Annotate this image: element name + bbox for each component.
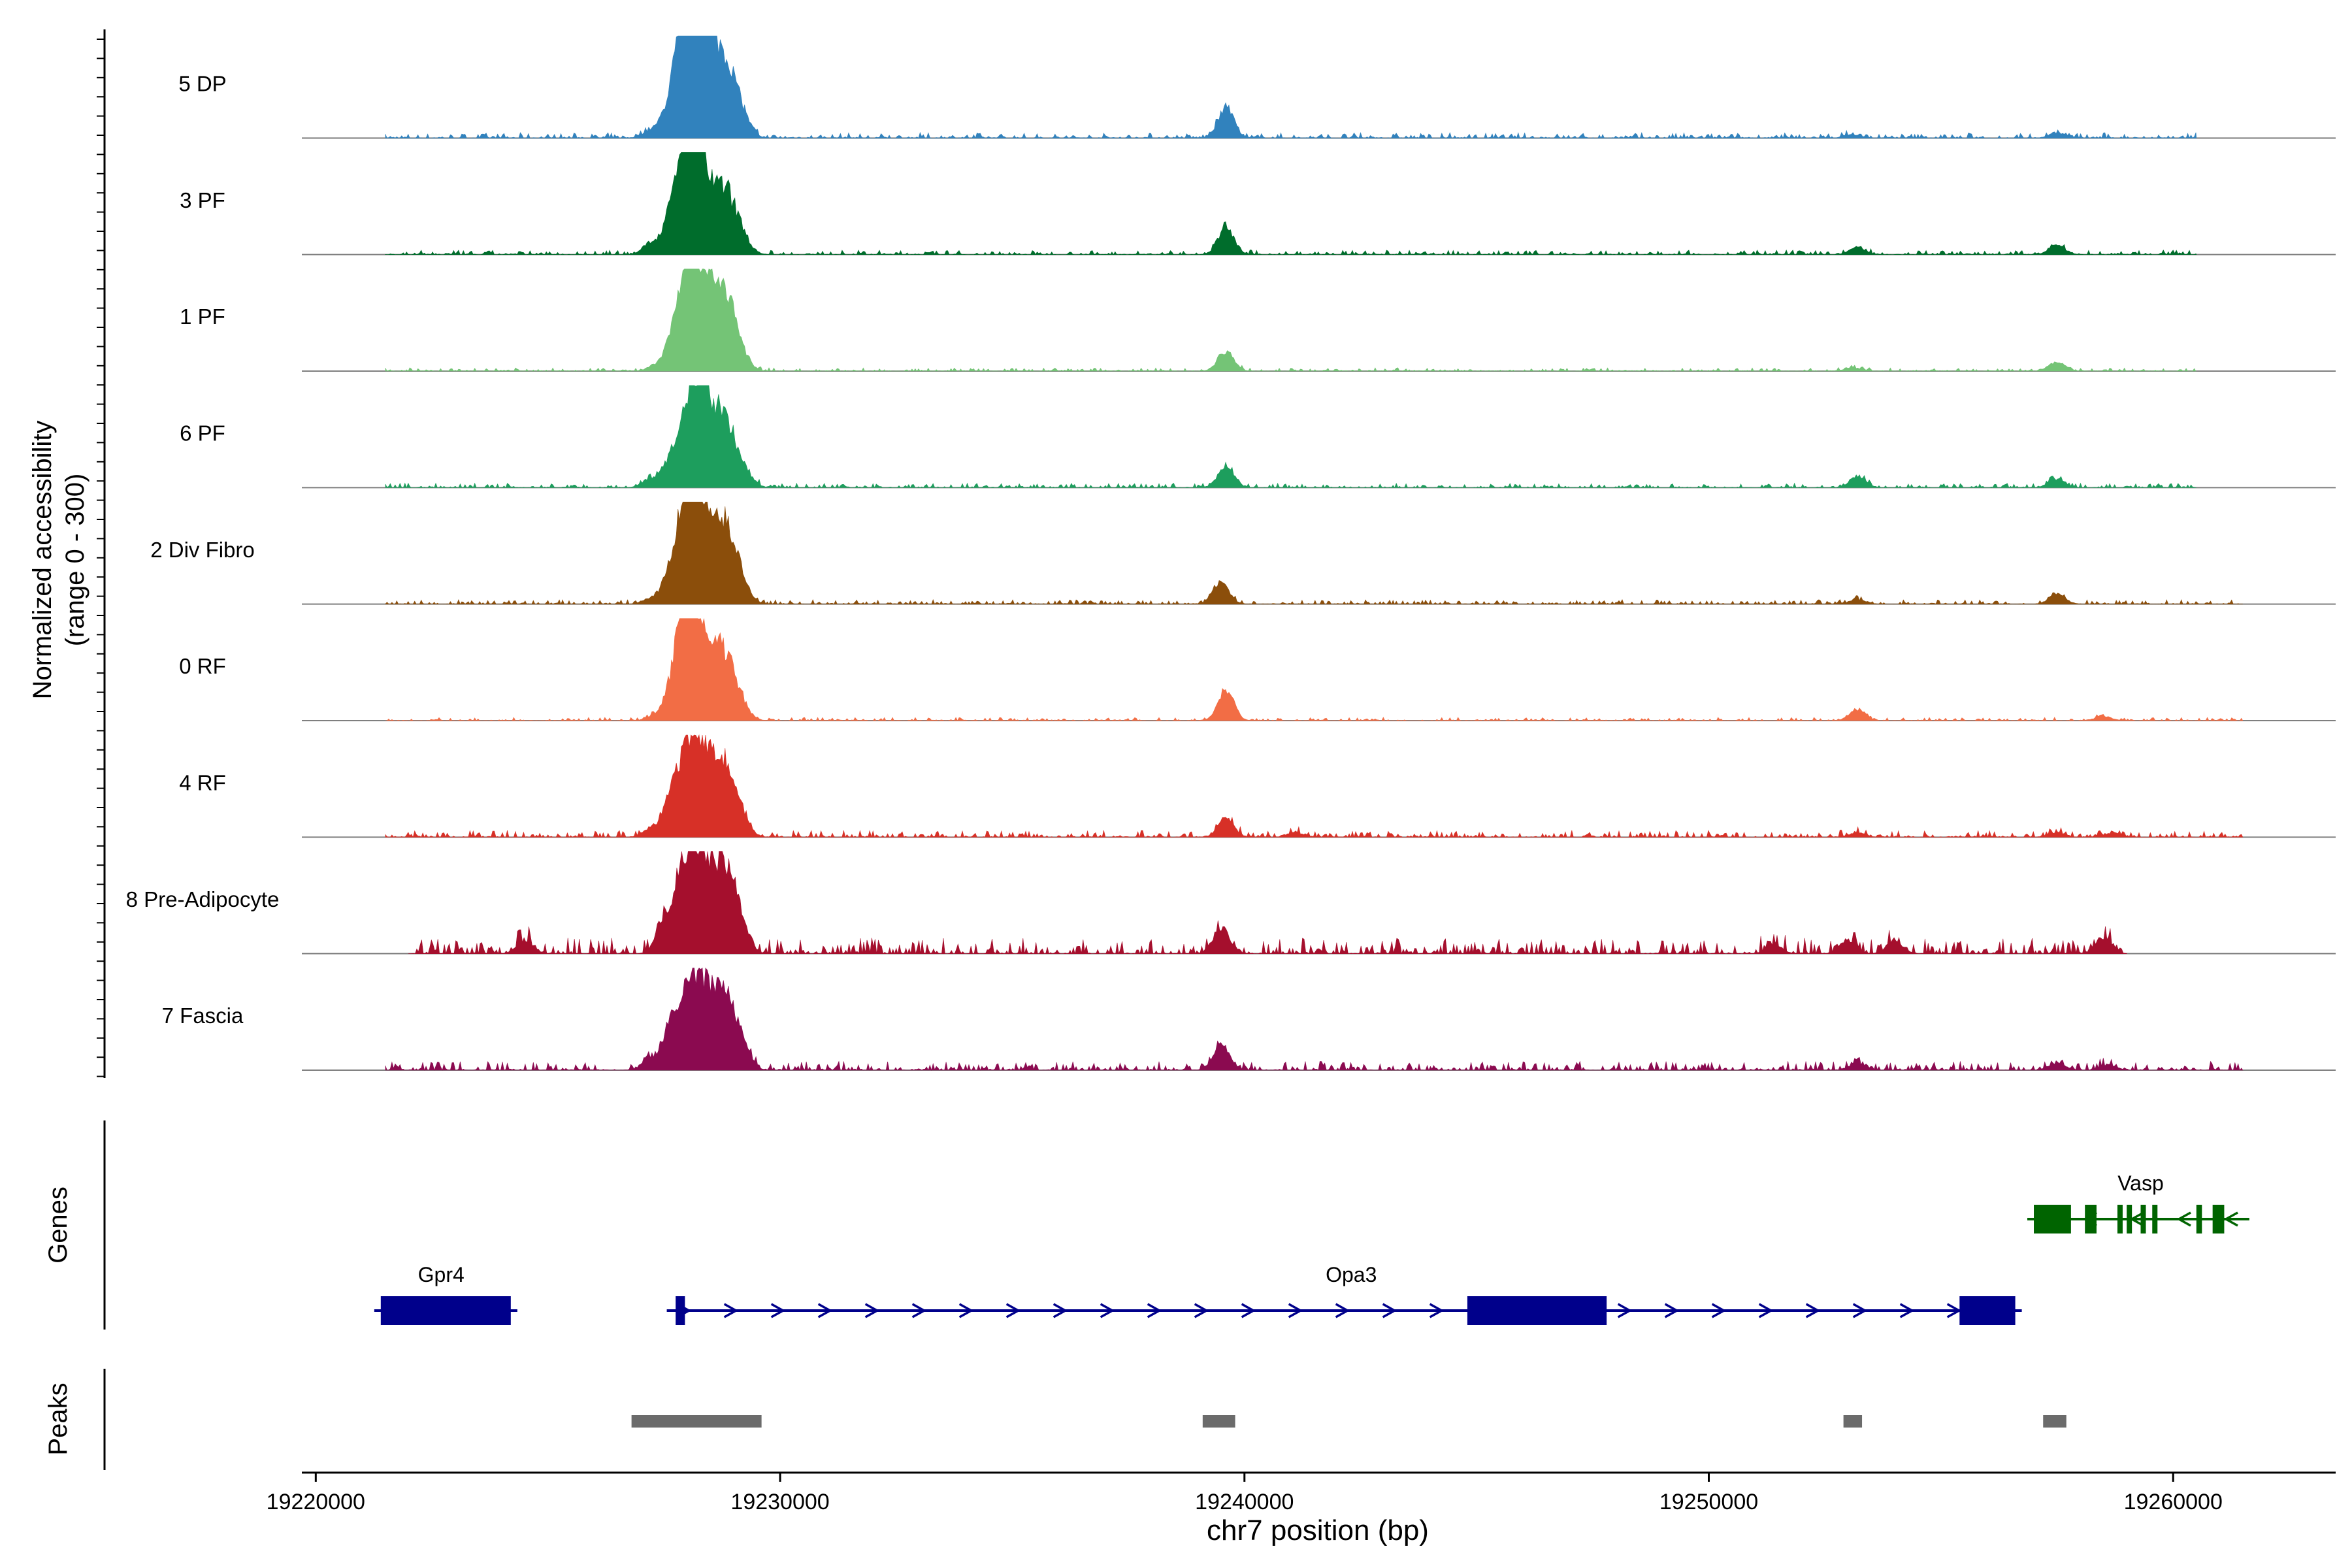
- coverage-track: 2 Div Fibro: [150, 502, 2336, 605]
- track-label: 7 Fascia: [162, 1004, 244, 1028]
- track-label: 2 Div Fibro: [150, 538, 255, 562]
- gene-exon: [380, 1296, 511, 1325]
- gene-exon: [2127, 1205, 2132, 1233]
- gene-exon: [676, 1296, 685, 1325]
- track-signal-area: [385, 502, 2243, 605]
- peak-regions: [631, 1415, 2066, 1428]
- x-tick-label: 19230000: [730, 1490, 829, 1514]
- peak-region: [1202, 1415, 1235, 1428]
- strand-arrow: [1288, 1303, 1303, 1318]
- gene-model: Gpr4: [374, 1263, 517, 1325]
- gene-exon: [2085, 1205, 2097, 1233]
- coverage-track: 1 PF: [180, 269, 2336, 372]
- gene-label: Vasp: [2117, 1171, 2164, 1195]
- strand-arrow: [1100, 1303, 1115, 1318]
- coverage-y-label-line2: (range 0 - 300): [61, 474, 90, 647]
- strand-arrow: [864, 1303, 880, 1318]
- gene-exon: [2212, 1205, 2225, 1233]
- x-tick-label: 19240000: [1195, 1490, 1294, 1514]
- coverage-track: 0 RF: [179, 618, 2336, 721]
- gene-exon: [2034, 1205, 2071, 1233]
- x-tick-label: 19250000: [1659, 1490, 1758, 1514]
- strand-arrow: [1147, 1303, 1162, 1318]
- coverage-y-label-line1: Normalized accessibility: [28, 421, 57, 700]
- gene-label: Gpr4: [418, 1263, 465, 1286]
- strand-arrow: [1241, 1303, 1256, 1318]
- track-signal-area: [385, 734, 2244, 838]
- strand-arrow: [770, 1303, 786, 1318]
- track-label: 6 PF: [180, 421, 225, 445]
- track-signal-area: [385, 967, 2244, 1071]
- track-label: 4 RF: [179, 770, 226, 794]
- coverage-track: 7 Fascia: [162, 967, 2336, 1071]
- strand-arrow: [1711, 1303, 1727, 1318]
- x-tick-label: 19260000: [2124, 1490, 2223, 1514]
- x-axis-ticks: 19220000 19230000 19240000 19250000 19260000: [267, 1473, 2223, 1514]
- strand-arrow: [1194, 1303, 1209, 1318]
- coverage-track: 4 RF: [179, 734, 2336, 838]
- x-axis: 19220000 19230000 19240000 19250000 19260000…: [267, 1471, 2336, 1546]
- track-signal-area: [385, 269, 2197, 372]
- strand-arrow: [817, 1303, 833, 1318]
- coverage-track: 6 PF: [180, 385, 2336, 489]
- gene-exon: [2196, 1205, 2202, 1233]
- peak-region: [631, 1415, 762, 1428]
- strand-arrow: [1805, 1303, 1821, 1318]
- strand-arrow: [1005, 1303, 1021, 1318]
- track-label: 1 PF: [180, 304, 225, 329]
- strand-arrow: [1758, 1303, 1774, 1318]
- peaks-panel-label: Peaks: [44, 1382, 73, 1455]
- gene-label: Opa3: [1326, 1263, 1377, 1286]
- gene-exon: [1959, 1296, 2016, 1325]
- peak-region: [2043, 1415, 2066, 1428]
- coverage-track: 3 PF: [180, 152, 2336, 255]
- strand-arrow: [958, 1303, 974, 1318]
- track-label: 3 PF: [180, 188, 225, 212]
- track-label: 0 RF: [179, 654, 226, 678]
- gene-exon: [2117, 1205, 2123, 1233]
- peak-region: [1843, 1415, 1863, 1428]
- strand-arrow: [723, 1303, 739, 1318]
- strand-arrow: [1382, 1303, 1397, 1318]
- strand-arrow: [1053, 1303, 1068, 1318]
- track-signal-area: [385, 35, 2197, 139]
- gene-exon: [1467, 1296, 1607, 1325]
- strand-arrow: [911, 1303, 927, 1318]
- track-label: 8 Pre-Adipocyte: [126, 887, 280, 911]
- coverage-panel: Normalized accessibility (range 0 - 300)…: [28, 29, 2336, 1078]
- coverage-track: 5 DP: [178, 35, 2336, 139]
- coverage-tracks: 5 DP 3 PF 1 PF 6 PF 2 Div Fibro 0 RF 4 RF 8 Pre…: [126, 35, 2336, 1071]
- x-axis-label: chr7 position (bp): [1207, 1514, 1429, 1546]
- gene-exon: [2152, 1205, 2158, 1233]
- track-label: 5 DP: [178, 71, 226, 95]
- strand-arrow: [1664, 1303, 1680, 1318]
- track-signal-area: [408, 851, 2127, 955]
- gene-models: Gpr4 Opa3 Vasp: [374, 1171, 2249, 1325]
- coverage-y-ticks: [97, 39, 105, 1077]
- coverage-track: 8 Pre-Adipocyte: [126, 851, 2336, 955]
- genes-panel-label: Genes: [44, 1186, 73, 1264]
- track-signal-area: [385, 385, 2197, 489]
- strand-arrow: [1335, 1303, 1350, 1318]
- strand-arrow: [2176, 1211, 2191, 1227]
- track-signal-area: [385, 618, 2244, 721]
- strand-arrow: [1899, 1303, 1915, 1318]
- strand-arrow: [2223, 1211, 2238, 1227]
- strand-arrow: [1852, 1303, 1868, 1318]
- track-signal-area: [385, 152, 2197, 255]
- gene-exon: [2140, 1205, 2146, 1233]
- x-tick-label: 19220000: [267, 1490, 365, 1514]
- strand-arrow: [1617, 1303, 1633, 1318]
- gene-model: Opa3: [666, 1263, 2022, 1325]
- genes-panel: Genes Gpr4 Opa3 Vasp: [44, 1120, 2249, 1330]
- gene-model: Vasp: [2027, 1171, 2249, 1233]
- strand-arrow: [1429, 1303, 1445, 1318]
- strand-arrow: [1946, 1303, 1962, 1318]
- peaks-panel: Peaks: [44, 1369, 2066, 1470]
